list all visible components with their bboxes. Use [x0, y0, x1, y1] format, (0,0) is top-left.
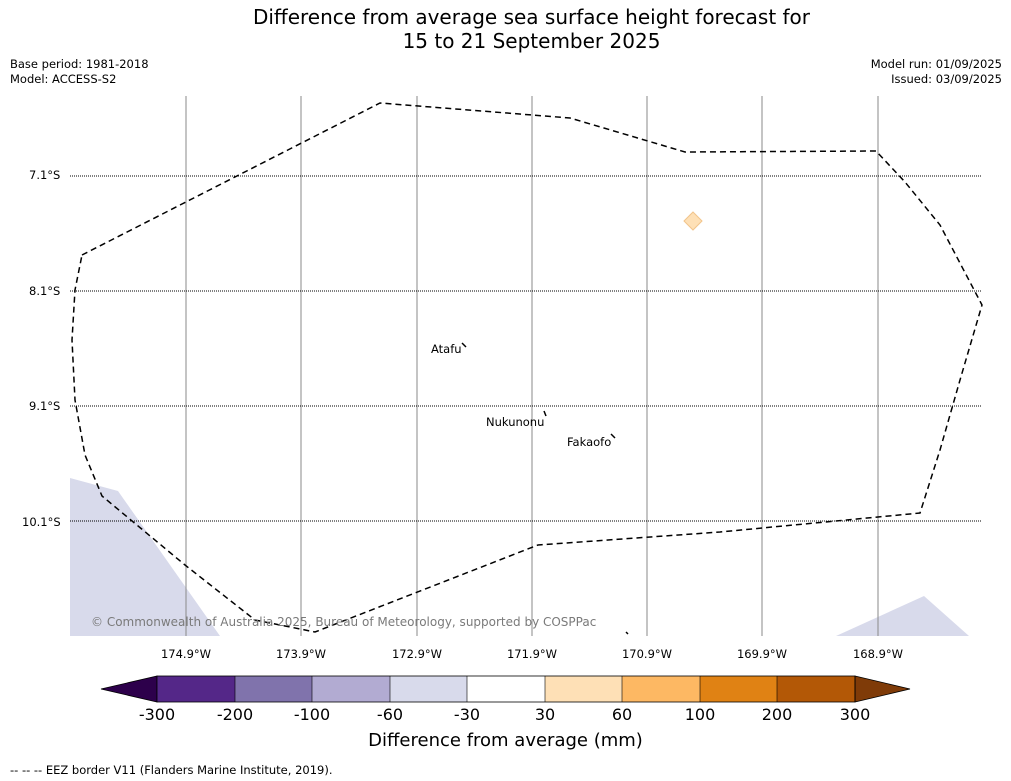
- colorbar-tick-3: -100: [293, 705, 331, 724]
- colorbar-segment-2: [235, 676, 312, 702]
- colorbar-extend-low: [100, 675, 158, 703]
- lon-label-5: 170.9°W: [621, 647, 673, 661]
- anomaly-marker-orange: [683, 211, 703, 231]
- colorbar-tick-10: 300: [839, 705, 871, 724]
- lon-label-7: 168.9°W: [852, 647, 904, 661]
- model-run: Model run: 01/09/2025: [870, 57, 1002, 71]
- map-title: Difference from average sea surface heig…: [0, 5, 1011, 53]
- colorbar-segment-8: [700, 676, 777, 702]
- issued-date: Issued: 03/09/2025: [891, 72, 1002, 86]
- colorbar-tick-9: 200: [761, 705, 793, 724]
- title-line-1: Difference from average sea surface heig…: [252, 5, 811, 29]
- lon-label-6: 169.9°W: [736, 647, 788, 661]
- colorbar-tick-2: -200: [216, 705, 254, 724]
- place-label-fakaofo: Fakaofo: [567, 435, 612, 449]
- lat-label-2: 8.1°S: [29, 284, 61, 298]
- lat-label-3: 9.1°S: [29, 399, 61, 413]
- lat-label-4: 10.1°S: [22, 515, 61, 529]
- colorbar-segment-3: [312, 676, 390, 702]
- colorbar-segment-4: [390, 676, 467, 702]
- colorbar-segment-7: [622, 676, 700, 702]
- copyright-notice: © Commonwealth of Australia 2025, Bureau…: [91, 615, 597, 629]
- colorbar-segment-5: [467, 676, 545, 702]
- colorbar-label: Difference from average (mm): [368, 730, 643, 751]
- atafu-island: [461, 342, 467, 348]
- colorbar-segment-6: [545, 676, 622, 702]
- colorbar-extend-high: [854, 675, 911, 703]
- swains-island-mark: [625, 631, 629, 635]
- colorbar-tick-5: -30: [453, 705, 481, 724]
- lon-label-4: 171.9°W: [506, 647, 558, 661]
- meta-left: Base period: 1981-2018 Model: ACCESS-S2: [10, 57, 149, 87]
- model-name: Model: ACCESS-S2: [10, 72, 117, 86]
- title-line-2: 15 to 21 September 2025: [402, 29, 661, 53]
- place-label-atafu: Atafu: [431, 342, 462, 356]
- lat-label-1: 7.1°S: [29, 168, 61, 182]
- parallel-lines: [70, 175, 982, 522]
- eez-border: [71, 102, 983, 633]
- colorbar-tick-6: 30: [534, 705, 556, 724]
- base-period: Base period: 1981-2018: [10, 57, 149, 71]
- colorbar-segment-9: [777, 676, 855, 702]
- colorbar-tick-8: 100: [684, 705, 716, 724]
- nukunonu-island: [543, 410, 547, 417]
- fakaofo-island: [610, 433, 616, 439]
- place-label-nukunonu: Nukunonu: [486, 415, 545, 429]
- colorbar-tick-4: -60: [376, 705, 404, 724]
- meta-right: Model run: 01/09/2025 Issued: 03/09/2025: [871, 57, 1002, 87]
- lon-label-1: 174.9°W: [160, 647, 212, 661]
- eez-footnote: -- -- -- EEZ border V11 (Flanders Marine…: [10, 763, 333, 777]
- anomaly-region-southeast: [836, 596, 969, 636]
- colorbar-tick-7: 60: [611, 705, 633, 724]
- lon-label-3: 172.9°W: [391, 647, 443, 661]
- meridian-lines: [185, 96, 879, 636]
- anomaly-region-southwest: [70, 478, 220, 636]
- lon-label-2: 173.9°W: [275, 647, 327, 661]
- colorbar-segment-1: [157, 676, 235, 702]
- colorbar-frame: [156, 675, 856, 703]
- colorbar-tick-1: -300: [138, 705, 176, 724]
- colorbar: [100, 675, 911, 703]
